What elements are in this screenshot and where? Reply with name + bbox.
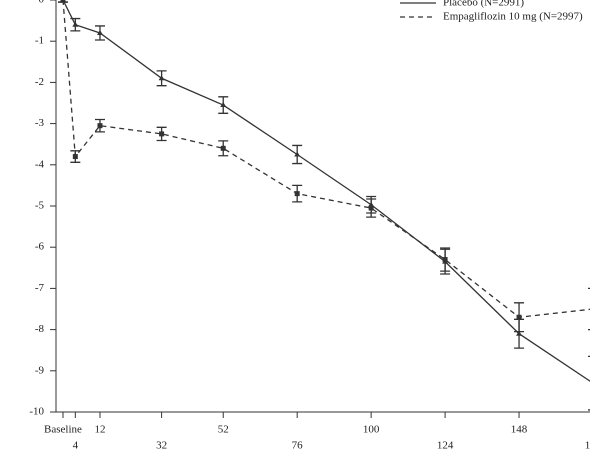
x-tick-label: 12 [94, 424, 105, 436]
y-tick-label: 0 [39, 0, 45, 6]
x-tick-label: 4 [73, 440, 79, 452]
x-tick-label: 124 [437, 440, 454, 452]
marker [294, 151, 301, 157]
legend-label: Empagliflozin 10 mg (N=2997) [443, 11, 583, 23]
marker [220, 102, 227, 108]
marker [442, 257, 448, 263]
marker [516, 314, 522, 320]
marker [368, 205, 374, 211]
marker [96, 29, 103, 35]
y-tick-label: -4 [35, 158, 45, 170]
x-tick-label: 76 [292, 440, 304, 452]
marker [220, 145, 226, 151]
x-tick-label: Baseline [44, 424, 82, 436]
y-tick-label: -3 [35, 117, 45, 129]
y-tick-label: -2 [35, 76, 44, 88]
marker [516, 330, 523, 336]
marker [72, 21, 79, 27]
series-line [62, 0, 590, 318]
marker [159, 131, 165, 137]
y-tick-label: -1 [35, 35, 44, 47]
y-tick-label: -5 [35, 200, 45, 212]
x-tick-label: 148 [511, 424, 528, 436]
y-tick-label: -7 [35, 282, 45, 294]
marker [60, 0, 66, 3]
y-tick-label: -8 [35, 323, 45, 335]
marker [294, 191, 300, 197]
x-tick-label: 32 [156, 440, 167, 452]
x-tick-label: 172 [585, 440, 590, 452]
x-tick-label: 100 [363, 424, 380, 436]
y-tick-label: -9 [35, 364, 45, 376]
series-line [62, 0, 590, 382]
y-tick-label: -6 [35, 241, 45, 253]
legend-label: Placebo (N=2991) [443, 0, 524, 9]
x-tick-label: 52 [218, 424, 229, 436]
y-tick-label: -10 [29, 406, 44, 418]
marker [97, 123, 103, 129]
marker [158, 75, 165, 81]
marker [72, 154, 78, 160]
